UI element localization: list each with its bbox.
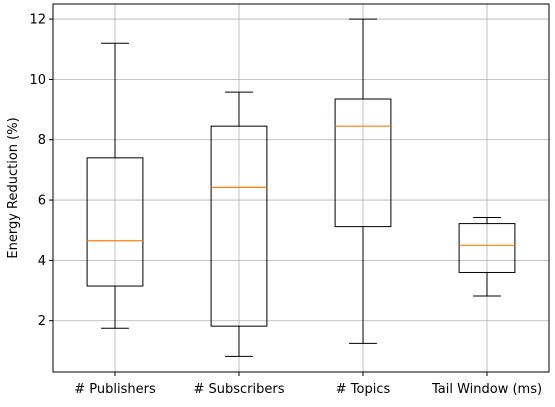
y-tick-label: 6	[38, 194, 46, 209]
y-tick-label: 4	[38, 254, 46, 269]
tick-layer: 2 4 6 8 10 12 # Publishers # Subscribers # Topic…	[29, 13, 542, 397]
x-tick-label: # Publishers	[74, 382, 156, 397]
y-tick-label: 12	[29, 13, 46, 28]
x-tick-label: # Subscribers	[193, 382, 284, 397]
y-axis-label: Energy Reduction (%)	[6, 117, 21, 258]
x-tick-label: Tail Window (ms)	[431, 382, 542, 397]
y-tick-label: 2	[38, 314, 46, 329]
plot-frame	[53, 4, 549, 372]
x-tick-label: # Topics	[336, 382, 391, 397]
y-tick-label: 10	[29, 73, 46, 88]
y-tick-label: 8	[38, 133, 46, 148]
box-layer	[87, 19, 515, 356]
grid-layer	[53, 4, 549, 372]
